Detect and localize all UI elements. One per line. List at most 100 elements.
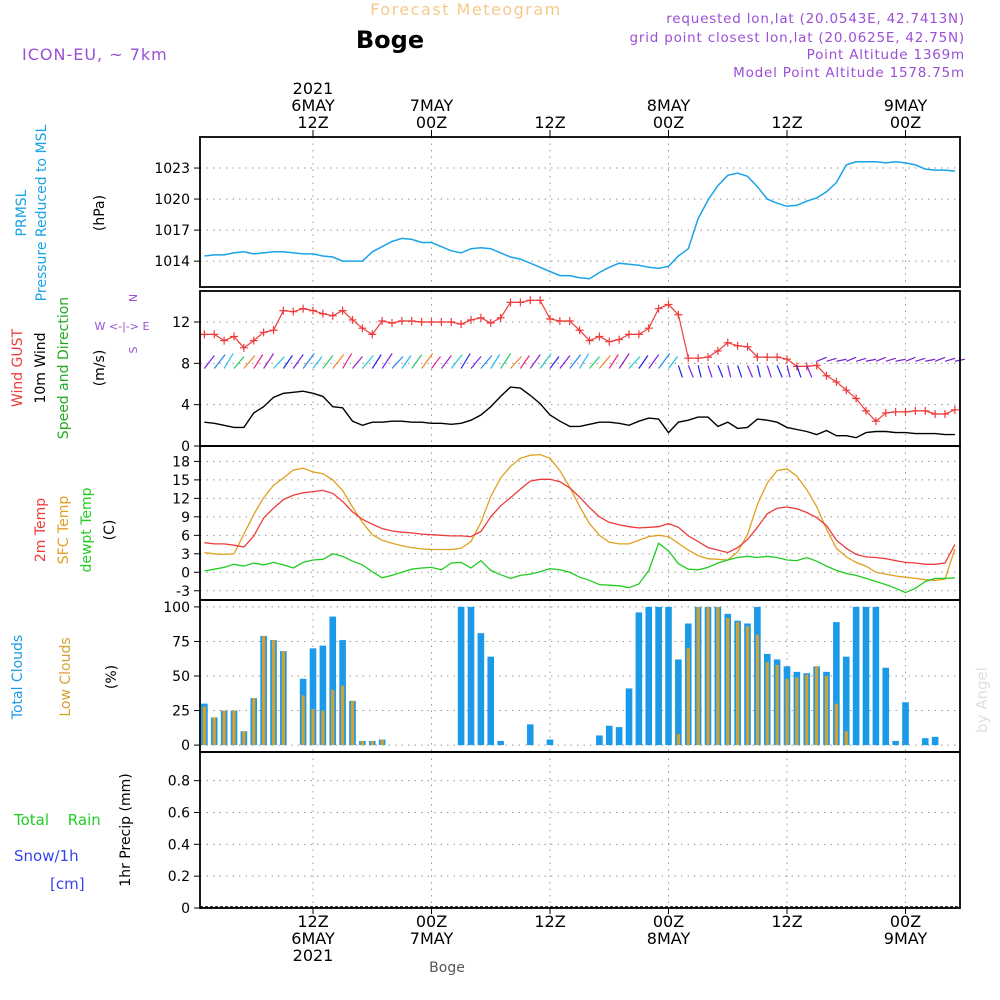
wind-direction-arrow: [717, 365, 724, 378]
gust-marker: [348, 315, 357, 324]
wind-direction-arrow: [411, 354, 423, 369]
gust-marker: [822, 371, 831, 380]
total-cloud-bar: [842, 656, 850, 746]
wind-direction-arrow: [796, 365, 802, 378]
total-cloud-bar: [497, 740, 504, 746]
compass-icon: N W <-|-> E S: [95, 294, 150, 354]
requested-coords: requested lon,lat (20.0543E, 42.7413N): [666, 11, 965, 27]
wind-direction-arrow: [677, 365, 683, 378]
wind-direction-arrow: [846, 356, 857, 362]
gust-marker: [299, 304, 308, 313]
precip-ytick-label: 0.4: [168, 837, 190, 853]
gust-marker: [901, 407, 910, 416]
gust-marker: [664, 300, 673, 309]
total-cloud-bar: [329, 616, 337, 746]
pressure-ytick-label: 1020: [154, 192, 190, 208]
gust-marker: [328, 311, 337, 320]
wind-direction-arrow: [579, 353, 590, 369]
temperature-ytick-label: 0: [181, 565, 190, 581]
gust-marker: [457, 320, 466, 329]
point-altitude: Point Altitude 1369m: [807, 47, 965, 63]
gust-marker: [605, 337, 614, 346]
top-time-label: 00Z: [890, 113, 921, 132]
bottom-time-label: 2021: [293, 946, 334, 965]
wind-unit: (m/s): [92, 350, 108, 387]
bottom-time-label: 9MAY: [884, 929, 928, 948]
wind-direction-arrow: [539, 353, 552, 369]
footer-location: Boge: [429, 960, 465, 976]
temperature-panel: -3 0 3 6 9 12 15 18: [172, 446, 960, 600]
wind-direction-arrow: [865, 358, 877, 362]
gust-marker: [743, 342, 752, 351]
low-cloud-bar: [775, 664, 779, 746]
gust-marker: [694, 354, 703, 363]
gust-marker: [437, 318, 446, 326]
wind-ylabel-gust: Wind GUST: [10, 328, 26, 407]
pressure-ylabels: PRMSL Pressure Reduced to MSL (hPa): [14, 124, 108, 301]
wind-direction-arrow: [648, 354, 660, 369]
wind-direction-arrow: [598, 355, 611, 369]
low-cloud-bar: [795, 677, 799, 746]
top-time-label: 12Z: [534, 113, 565, 132]
gust-marker: [378, 316, 387, 325]
gust-marker: [684, 354, 693, 363]
gust-marker: [210, 330, 219, 339]
cloud-ylabel-low: Low Clouds: [58, 637, 74, 716]
gust-marker: [832, 377, 841, 386]
wind-direction-arrow: [381, 353, 393, 369]
wind-direction-arrow: [223, 353, 234, 369]
wind-ytick-label: 8: [181, 356, 190, 372]
wind-ytick-label: 12: [172, 315, 190, 331]
low-cloud-bar: [745, 626, 750, 746]
wind-direction-arrow: [519, 355, 530, 369]
gust-marker: [536, 296, 545, 305]
wind-direction-arrow: [727, 365, 732, 378]
low-cloud-bar: [331, 689, 335, 746]
total-cloud-bar: [852, 606, 860, 746]
credit-watermark: by Angel: [973, 667, 991, 733]
wind-direction-arrow: [697, 365, 702, 378]
wind-direction-arrow: [292, 354, 304, 369]
wind-direction-arrow: [500, 353, 512, 369]
gust-marker: [763, 353, 772, 362]
gust-marker: [388, 319, 396, 328]
low-cloud-bar: [301, 695, 305, 746]
precip-ytick-label: 0.8: [168, 774, 190, 790]
gust-marker: [871, 417, 880, 426]
gust-marker: [200, 330, 209, 339]
wind-direction-arrow: [786, 365, 791, 378]
bottom-time-label: 00Z: [890, 912, 921, 931]
low-cloud-bar: [370, 740, 374, 746]
wind-ylabel-10m: 10m Wind: [33, 332, 49, 403]
wind-direction-arrow: [302, 353, 315, 369]
low-cloud-bar: [311, 709, 315, 746]
precip-ylabel: 1hr Precip (mm): [118, 773, 134, 886]
precip-panel: 0 0.2 0.4 0.6 0.8: [168, 752, 960, 917]
wind-direction-arrow: [253, 354, 264, 369]
gust-marker: [753, 353, 762, 362]
gust-marker: [476, 313, 485, 322]
wind-direction-arrow: [569, 354, 582, 369]
low-cloud-bar: [834, 703, 838, 746]
wind-direction-arrow: [352, 356, 363, 369]
low-cloud-bar: [321, 710, 325, 746]
precip-ytick-label: 0.6: [168, 805, 190, 821]
precip-ytick-label: 0: [181, 901, 190, 917]
wind-ylabels: Wind GUST 10m Wind Speed and Direction (…: [10, 294, 149, 439]
total-cloud-bar: [309, 648, 317, 746]
total-cloud-bar: [675, 659, 682, 746]
top-time-label: 2021: [293, 79, 334, 98]
low-cloud-bar: [360, 740, 364, 746]
wind-direction-arrow: [756, 365, 761, 378]
low-cloud-bar: [232, 710, 236, 746]
wind-direction-arrow: [806, 365, 813, 378]
clouds-ytick-label: 25: [172, 704, 190, 720]
t2m-line: [204, 478, 956, 565]
gust-marker: [812, 361, 821, 370]
gust-marker: [338, 306, 347, 315]
wind-direction-arrow: [480, 355, 493, 369]
low-cloud-bar: [726, 617, 730, 746]
gust-marker: [318, 309, 327, 318]
gust-marker: [358, 324, 367, 333]
